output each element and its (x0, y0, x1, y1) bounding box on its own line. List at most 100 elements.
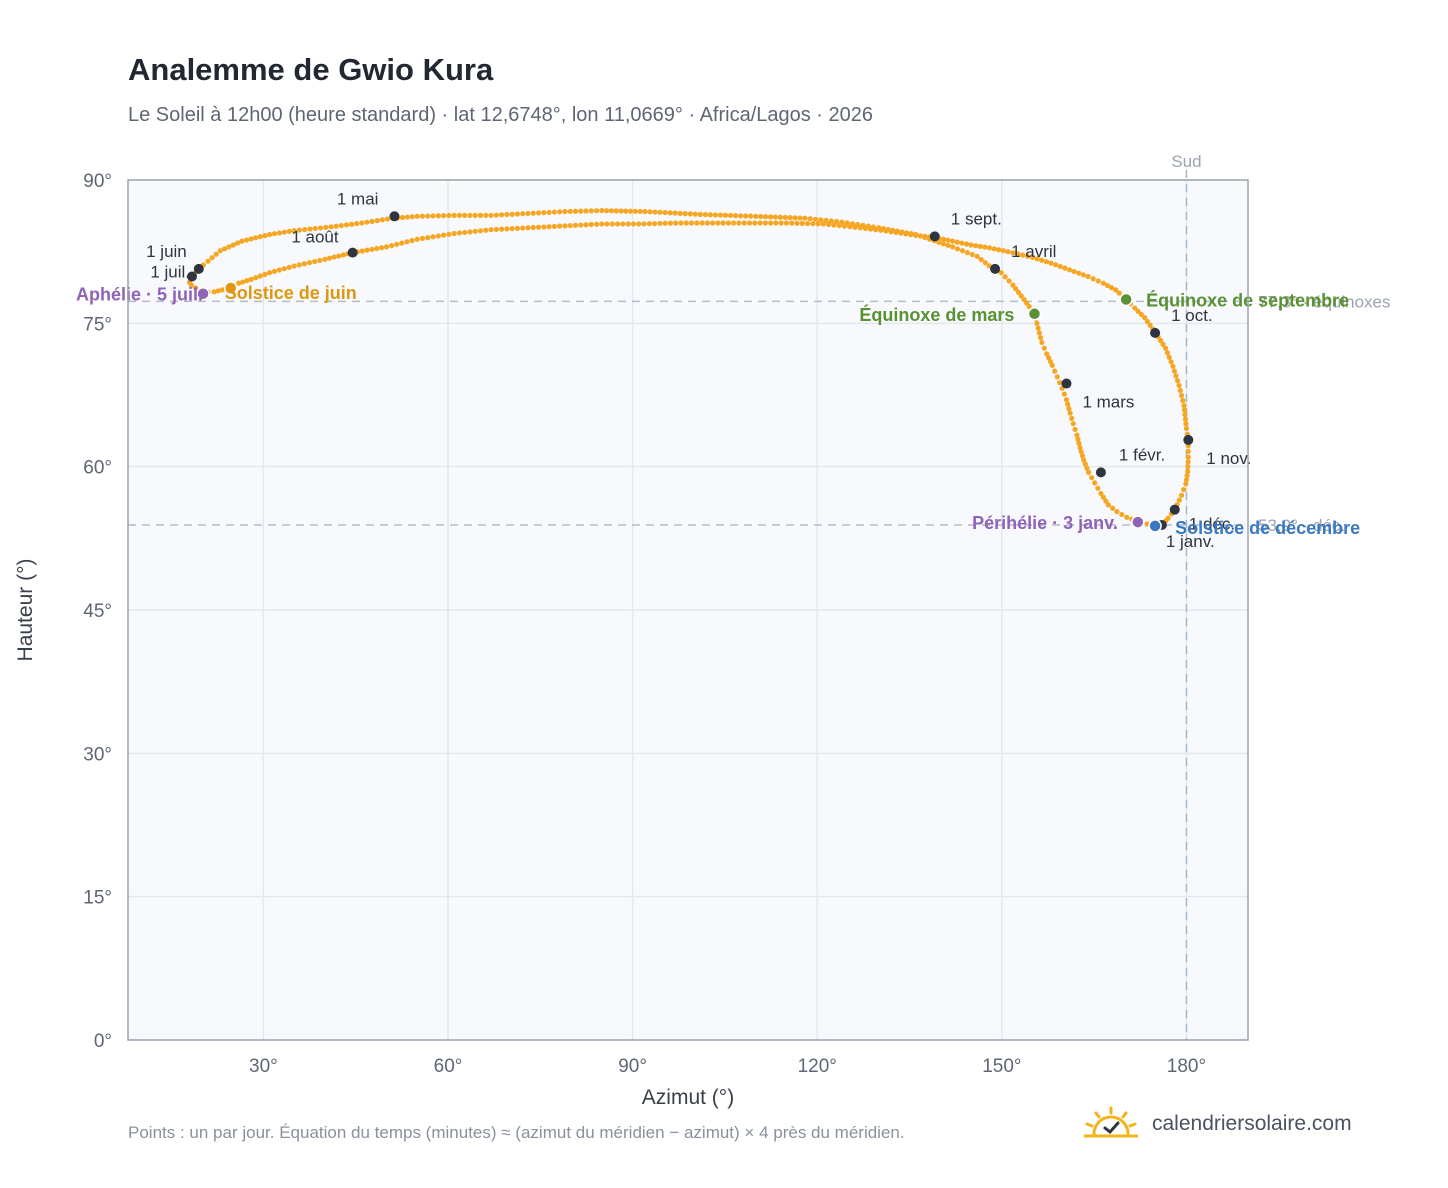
daily-point (678, 220, 684, 226)
daily-point (998, 270, 1004, 276)
daily-point (1098, 490, 1104, 497)
daily-point (599, 207, 605, 214)
daily-point (1069, 415, 1075, 422)
daily-point (959, 248, 966, 254)
daily-point (741, 220, 747, 226)
daily-point (404, 214, 410, 220)
daily-point (1089, 475, 1095, 481)
daily-point (1038, 335, 1044, 341)
daily-points (186, 207, 1191, 529)
daily-point (286, 264, 292, 270)
daily-point (1080, 272, 1086, 278)
daily-point (657, 209, 663, 215)
daily-point (1030, 254, 1036, 260)
daily-point (898, 230, 904, 236)
daily-point (1026, 304, 1032, 310)
daily-point (499, 212, 505, 218)
daily-point (652, 209, 658, 215)
daily-point (1185, 454, 1191, 460)
daily-point (636, 221, 642, 227)
daily-point (758, 213, 764, 220)
daily-point (1035, 325, 1041, 331)
y-tick-label: 30° (83, 744, 112, 765)
month-label: 1 nov. (1206, 449, 1251, 468)
daily-point (296, 262, 302, 268)
daily-point (1185, 468, 1191, 475)
daily-point (753, 213, 759, 219)
daily-point (1057, 379, 1063, 386)
daily-point (546, 224, 552, 230)
daily-point (973, 243, 979, 249)
daily-point (722, 212, 729, 218)
daily-point (333, 223, 339, 229)
daily-point (1176, 497, 1182, 503)
daily-point (1182, 416, 1189, 422)
daily-point (578, 222, 584, 228)
event-marker (224, 281, 238, 295)
daily-point (1076, 440, 1082, 447)
daily-point (833, 218, 840, 225)
daily-point (632, 208, 638, 214)
y-tick-label: 15° (83, 888, 112, 909)
x-tick-label: 90° (618, 1056, 647, 1077)
daily-point (1062, 265, 1068, 271)
brand[interactable]: calendriersolaire.com (1084, 1104, 1352, 1144)
month-label: 1 févr. (1119, 445, 1165, 464)
daily-point (205, 258, 211, 264)
daily-point (253, 275, 259, 281)
daily-point (541, 224, 547, 230)
daily-point (1015, 251, 1021, 257)
daily-point (839, 219, 845, 225)
event-label: Périhélie · 3 janv. (972, 513, 1118, 533)
daily-point (240, 279, 246, 285)
daily-point (1018, 293, 1024, 299)
daily-point (1116, 290, 1122, 296)
daily-point (982, 244, 988, 250)
daily-point (399, 240, 405, 246)
daily-point (253, 235, 259, 241)
daily-point (248, 276, 254, 282)
daily-point (1181, 487, 1187, 493)
daily-point (209, 255, 215, 261)
event-marker (1119, 292, 1133, 307)
daily-point (662, 220, 668, 226)
daily-point (940, 236, 946, 242)
daily-point (477, 212, 484, 218)
daily-point (409, 214, 415, 220)
daily-point (1074, 432, 1080, 438)
daily-point (615, 221, 621, 227)
daily-point (456, 230, 463, 236)
daily-point (364, 247, 370, 253)
daily-point (425, 213, 431, 219)
daily-point (618, 208, 624, 214)
sun-check-icon (1084, 1106, 1138, 1138)
daily-point (488, 212, 494, 218)
daily-point (752, 220, 758, 226)
month-label: 1 mars (1082, 393, 1134, 412)
daily-point (509, 225, 515, 232)
daily-point (1185, 448, 1191, 454)
daily-point (732, 213, 739, 219)
daily-point (1061, 391, 1067, 397)
daily-point (404, 239, 410, 245)
daily-point (692, 211, 698, 217)
daily-point (642, 208, 648, 215)
daily-point (514, 211, 521, 217)
daily-point (388, 243, 395, 249)
daily-point (520, 225, 526, 231)
daily-point (1095, 278, 1101, 284)
daily-point (322, 256, 328, 262)
daily-point (374, 245, 380, 252)
daily-point (230, 242, 236, 248)
daily-point (567, 222, 573, 229)
daily-point (647, 209, 653, 215)
y-axis-title: Hauteur (°) (14, 559, 37, 662)
daily-point (340, 252, 346, 258)
daily-point (1158, 337, 1164, 344)
daily-point (243, 237, 250, 243)
daily-point (1138, 311, 1144, 318)
daily-point (1095, 485, 1101, 491)
daily-point (593, 221, 600, 227)
